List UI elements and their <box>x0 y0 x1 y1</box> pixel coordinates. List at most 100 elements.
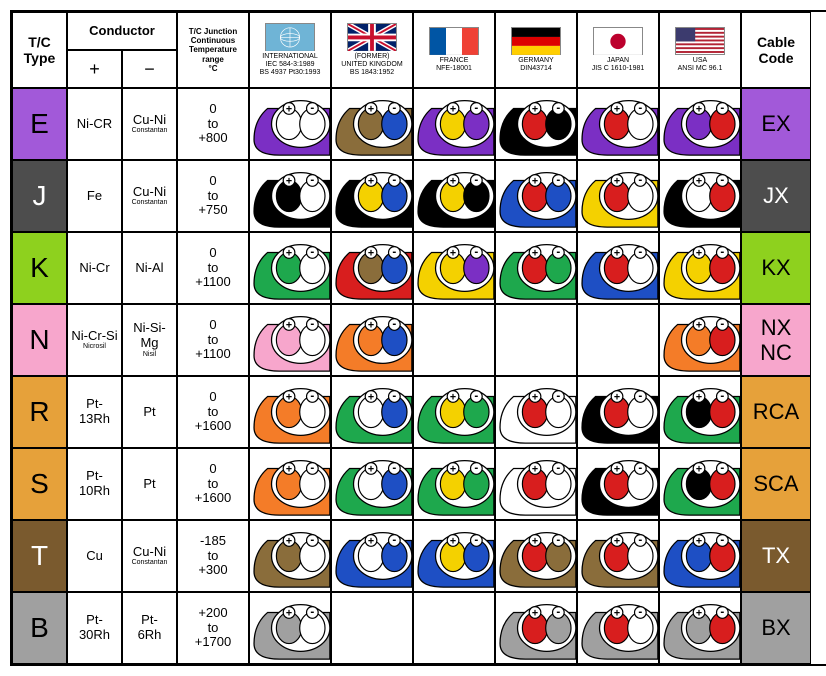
svg-text:+: + <box>532 607 538 619</box>
svg-text:-: - <box>638 101 642 114</box>
svg-text:-: - <box>556 173 560 186</box>
svg-text:-: - <box>392 533 396 546</box>
svg-text:+: + <box>696 391 702 403</box>
conductor-plus: Ni-Cr <box>67 232 122 304</box>
temp-range: 0to+1600 <box>177 376 249 448</box>
cable-icon: + - <box>249 232 331 304</box>
svg-text:+: + <box>286 607 292 619</box>
temp-range: 0to+1600 <box>177 448 249 520</box>
cable-icon: + - <box>577 592 659 664</box>
svg-text:-: - <box>310 461 314 474</box>
cable-code-S: SCA <box>741 448 811 520</box>
temp-range: 0to+1100 <box>177 232 249 304</box>
svg-text:+: + <box>368 535 374 547</box>
svg-text:+: + <box>368 463 374 475</box>
svg-text:-: - <box>474 389 478 402</box>
conductor-minus: Cu-NiConstantan <box>122 160 177 232</box>
cable-icon: + - <box>659 520 741 592</box>
svg-text:-: - <box>556 533 560 546</box>
temp-range: +200to+1700 <box>177 592 249 664</box>
cable-icon: + - <box>577 88 659 160</box>
svg-text:+: + <box>532 175 538 187</box>
country-header: GERMANYDIN43714 <box>495 12 577 88</box>
cable-code-J: JX <box>741 160 811 232</box>
svg-text:+: + <box>614 175 620 187</box>
svg-text:+: + <box>614 103 620 115</box>
svg-text:-: - <box>474 173 478 186</box>
tc-type-R: R <box>12 376 67 448</box>
cable-code-N: NXNC <box>741 304 811 376</box>
svg-text:-: - <box>720 173 724 186</box>
tc-type-K: K <box>12 232 67 304</box>
svg-text:+: + <box>696 463 702 475</box>
cable-icon <box>413 592 495 664</box>
svg-text:+: + <box>450 247 456 259</box>
cable-icon: + - <box>331 376 413 448</box>
cable-icon: + - <box>413 88 495 160</box>
temp-range: -185to+300 <box>177 520 249 592</box>
tc-type-J: J <box>12 160 67 232</box>
temp-range: 0to+1100 <box>177 304 249 376</box>
cable-icon: + - <box>413 232 495 304</box>
svg-text:-: - <box>638 245 642 258</box>
svg-text:+: + <box>614 607 620 619</box>
cable-code-E: EX <box>741 88 811 160</box>
svg-text:+: + <box>368 103 374 115</box>
cable-code-K: KX <box>741 232 811 304</box>
svg-text:-: - <box>474 245 478 258</box>
cable-icon: + - <box>331 520 413 592</box>
cable-icon: + - <box>577 376 659 448</box>
conductor-minus: Cu-NiConstantan <box>122 88 177 160</box>
svg-text:+: + <box>614 535 620 547</box>
cable-icon: + - <box>495 160 577 232</box>
conductor-minus: Pt <box>122 448 177 520</box>
svg-text:-: - <box>310 533 314 546</box>
conductor-plus: Pt-13Rh <box>67 376 122 448</box>
svg-text:-: - <box>720 389 724 402</box>
svg-text:+: + <box>286 535 292 547</box>
cable-code-R: RCA <box>741 376 811 448</box>
cable-icon: + - <box>331 232 413 304</box>
country-header: FRANCENFE-18001 <box>413 12 495 88</box>
cable-icon <box>331 592 413 664</box>
cable-code-B: BX <box>741 592 811 664</box>
cable-icon: + - <box>331 88 413 160</box>
svg-text:+: + <box>286 391 292 403</box>
cable-icon: + - <box>659 88 741 160</box>
country-header: USAANSI MC 96.1 <box>659 12 741 88</box>
svg-text:-: - <box>638 461 642 474</box>
svg-text:+: + <box>532 391 538 403</box>
cable-icon: + - <box>249 448 331 520</box>
cable-icon: + - <box>577 160 659 232</box>
conductor-minus: Ni-Si-MgNisil <box>122 304 177 376</box>
svg-text:+: + <box>450 391 456 403</box>
svg-text:+: + <box>450 535 456 547</box>
cable-icon: + - <box>249 88 331 160</box>
conductor-plus: Pt-30Rh <box>67 592 122 664</box>
svg-text:+: + <box>368 391 374 403</box>
svg-text:-: - <box>310 317 314 330</box>
cable-icon: + - <box>659 376 741 448</box>
cable-icon <box>413 304 495 376</box>
svg-text:-: - <box>474 533 478 546</box>
svg-text:+: + <box>450 463 456 475</box>
svg-text:-: - <box>474 461 478 474</box>
svg-text:-: - <box>392 245 396 258</box>
svg-text:+: + <box>286 247 292 259</box>
svg-text:+: + <box>696 535 702 547</box>
svg-text:+: + <box>696 607 702 619</box>
cable-icon: + - <box>577 232 659 304</box>
cable-icon: + - <box>495 520 577 592</box>
cable-icon: + - <box>495 232 577 304</box>
conductor-plus: Ni-Cr-SiNicrosil <box>67 304 122 376</box>
svg-text:+: + <box>368 175 374 187</box>
svg-text:+: + <box>614 391 620 403</box>
cable-icon: + - <box>331 160 413 232</box>
cable-icon: + - <box>331 448 413 520</box>
cable-icon: + - <box>659 160 741 232</box>
svg-text:-: - <box>720 245 724 258</box>
cable-icon: + - <box>659 592 741 664</box>
cable-icon: + - <box>659 304 741 376</box>
cable-icon: + - <box>331 304 413 376</box>
conductor-minus: Pt-6Rh <box>122 592 177 664</box>
